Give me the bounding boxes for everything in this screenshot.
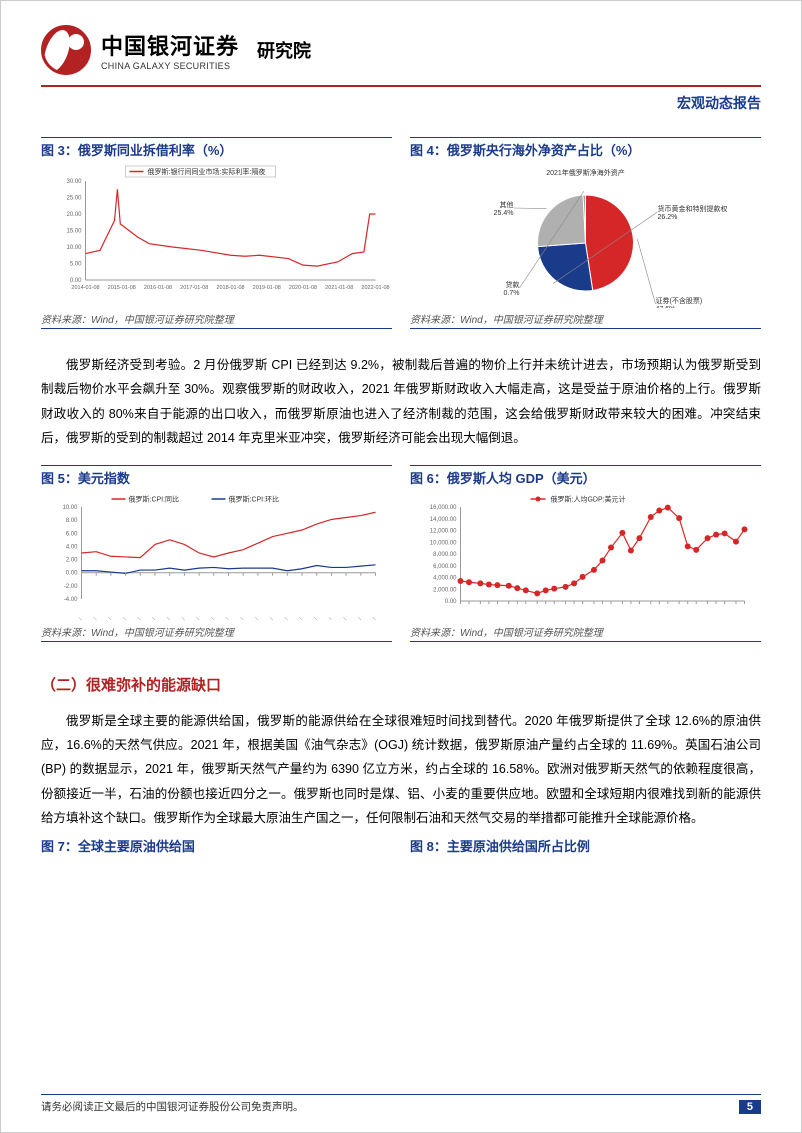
svg-text:2017-01-08: 2017-01-08 bbox=[180, 285, 208, 291]
svg-text:2014-01-08: 2014-01-08 bbox=[71, 285, 99, 291]
chart4-source: 资料来源：Wind，中国银河证券研究院整理 bbox=[410, 308, 761, 329]
svg-text:2020-01-08: 2020-01-08 bbox=[289, 285, 317, 291]
svg-text:25.4%: 25.4% bbox=[494, 210, 514, 217]
svg-text:8.00: 8.00 bbox=[66, 518, 78, 524]
svg-text:|: | bbox=[328, 616, 332, 620]
svg-text:|: | bbox=[181, 616, 185, 620]
svg-text:|: | bbox=[122, 616, 126, 620]
svg-text:4,000.00: 4,000.00 bbox=[433, 575, 457, 581]
svg-text:|: | bbox=[195, 616, 199, 620]
chart8-title: 图 8：主要原油供给国所占比例 bbox=[410, 834, 761, 855]
svg-text:5.00: 5.00 bbox=[70, 262, 82, 268]
svg-text:12,000.00: 12,000.00 bbox=[430, 528, 457, 534]
page-number: 5 bbox=[739, 1100, 761, 1114]
chart6: 0.00 2,000.00 4,000.00 6,000.00 8,000.00 10,0… bbox=[410, 491, 761, 621]
svg-text:8,000.00: 8,000.00 bbox=[433, 552, 457, 558]
svg-text:|: | bbox=[269, 616, 273, 620]
svg-text:0.00: 0.00 bbox=[66, 570, 78, 576]
svg-text:2021年俄罗斯净海外资产: 2021年俄罗斯净海外资产 bbox=[546, 168, 625, 177]
chart7-title: 图 7：全球主要原油供给国 bbox=[41, 834, 392, 855]
svg-text:|: | bbox=[137, 616, 141, 620]
chart6-title: 图 6：俄罗斯人均 GDP（美元） bbox=[410, 465, 761, 487]
company-name-en: CHINA GALAXY SECURITIES bbox=[101, 61, 239, 71]
svg-text:|: | bbox=[210, 616, 214, 620]
chart3-source: 资料来源：Wind，中国银河证券研究院整理 bbox=[41, 308, 392, 329]
svg-text:6,000.00: 6,000.00 bbox=[433, 563, 457, 569]
svg-text:6.00: 6.00 bbox=[66, 531, 78, 537]
footer: 请务必阅读正文最后的中国银河证券股份公司免责声明。 5 bbox=[41, 1094, 761, 1115]
svg-text:|: | bbox=[313, 616, 317, 620]
svg-text:0.7%: 0.7% bbox=[504, 290, 520, 297]
svg-text:|: | bbox=[93, 616, 97, 620]
company-logo bbox=[41, 25, 91, 75]
header-divider bbox=[41, 85, 761, 87]
svg-text:|: | bbox=[342, 616, 346, 620]
svg-text:25.00: 25.00 bbox=[66, 196, 82, 202]
paragraph-2: 俄罗斯是全球主要的能源供给国，俄罗斯的能源供给在全球很难短时间找到替代。2020… bbox=[41, 709, 761, 831]
svg-text:30.00: 30.00 bbox=[66, 179, 82, 185]
svg-text:10,000.00: 10,000.00 bbox=[430, 540, 457, 546]
svg-text:2015-01-08: 2015-01-08 bbox=[108, 285, 136, 291]
svg-text:|: | bbox=[298, 616, 302, 620]
svg-text:2016-01-08: 2016-01-08 bbox=[144, 285, 172, 291]
svg-text:|: | bbox=[225, 616, 229, 620]
svg-text:其他: 其他 bbox=[500, 200, 514, 209]
svg-text:4.00: 4.00 bbox=[66, 544, 78, 550]
svg-text:2021-01-08: 2021-01-08 bbox=[325, 285, 353, 291]
svg-text:|: | bbox=[372, 616, 376, 620]
svg-text:|: | bbox=[284, 616, 288, 620]
svg-text:|: | bbox=[357, 616, 361, 620]
svg-text:俄罗斯:人均GDP:美元计: 俄罗斯:人均GDP:美元计 bbox=[551, 494, 626, 503]
chart5-source: 资料来源：Wind，中国银河证券研究院整理 bbox=[41, 621, 392, 642]
chart3-title: 图 3：俄罗斯同业拆借利率（%） bbox=[41, 137, 392, 159]
svg-text:10.00: 10.00 bbox=[66, 245, 82, 251]
svg-text:2022-01-08: 2022-01-08 bbox=[361, 285, 389, 291]
company-name-cn: 中国银河证券 bbox=[101, 29, 239, 61]
svg-text:16,000.00: 16,000.00 bbox=[430, 505, 457, 511]
svg-text:|: | bbox=[166, 616, 170, 620]
svg-text:15.00: 15.00 bbox=[66, 229, 82, 235]
svg-text:-4.00: -4.00 bbox=[64, 597, 78, 603]
chart6-source: 资料来源：Wind，中国银河证券研究院整理 bbox=[410, 621, 761, 642]
header: 中国银河证券 CHINA GALAXY SECURITIES 研究院 bbox=[41, 25, 761, 83]
chart5-title: 图 5：美元指数 bbox=[41, 465, 392, 487]
chart3: 0.00 5.00 10.00 15.00 20.00 25.00 30.00 2014-01… bbox=[41, 163, 392, 308]
chart4: 2021年俄罗斯净海外资产证券(不含股票)47.6% 货币黄金和特别提款权26.2… bbox=[410, 163, 761, 308]
section-2-title: （二）很难弥补的能源缺口 bbox=[41, 674, 761, 695]
chart4-title: 图 4：俄罗斯央行海外净资产占比（%） bbox=[410, 137, 761, 159]
svg-text:货币黄金和特别提款权: 货币黄金和特别提款权 bbox=[658, 204, 728, 213]
chart5: -4.00 -2.00 0.00 2.00 4.00 6.00 8.00 10.00 俄罗斯:C… bbox=[41, 491, 392, 621]
svg-text:-2.00: -2.00 bbox=[64, 583, 78, 589]
svg-text:俄罗斯:CPI:同比: 俄罗斯:CPI:同比 bbox=[129, 494, 180, 503]
disclaimer: 请务必阅读正文最后的中国银河证券股份公司免责声明。 bbox=[41, 1099, 304, 1114]
svg-text:47.6%: 47.6% bbox=[656, 306, 676, 308]
svg-text:俄罗斯:CPI:环比: 俄罗斯:CPI:环比 bbox=[229, 494, 280, 503]
svg-text:10.00: 10.00 bbox=[62, 505, 78, 511]
svg-text:2.00: 2.00 bbox=[66, 557, 78, 563]
svg-text:|: | bbox=[151, 616, 155, 620]
svg-text:俄罗斯:银行间同业市场:实际利率:隔夜: 俄罗斯:银行间同业市场:实际利率:隔夜 bbox=[148, 167, 266, 176]
svg-text:0.00: 0.00 bbox=[70, 278, 82, 284]
doc-type: 宏观动态报告 bbox=[41, 93, 761, 113]
institute-label: 研究院 bbox=[257, 37, 311, 63]
svg-text:26.2%: 26.2% bbox=[658, 214, 678, 221]
svg-text:证券(不含股票): 证券(不含股票) bbox=[656, 296, 703, 305]
svg-text:|: | bbox=[107, 616, 111, 620]
svg-text:|: | bbox=[254, 616, 258, 620]
svg-text:0.00: 0.00 bbox=[445, 599, 457, 605]
svg-text:贷款: 贷款 bbox=[506, 280, 520, 289]
svg-text:20.00: 20.00 bbox=[66, 212, 82, 218]
svg-text:2019-01-08: 2019-01-08 bbox=[253, 285, 281, 291]
svg-text:|: | bbox=[78, 616, 82, 620]
svg-text:2018-01-08: 2018-01-08 bbox=[216, 285, 244, 291]
svg-text:2,000.00: 2,000.00 bbox=[433, 587, 457, 593]
paragraph-1: 俄罗斯经济受到考验。2 月份俄罗斯 CPI 已经到达 9.2%，被制裁后普遍的物… bbox=[41, 353, 761, 451]
svg-text:14,000.00: 14,000.00 bbox=[430, 516, 457, 522]
svg-text:|: | bbox=[240, 616, 244, 620]
